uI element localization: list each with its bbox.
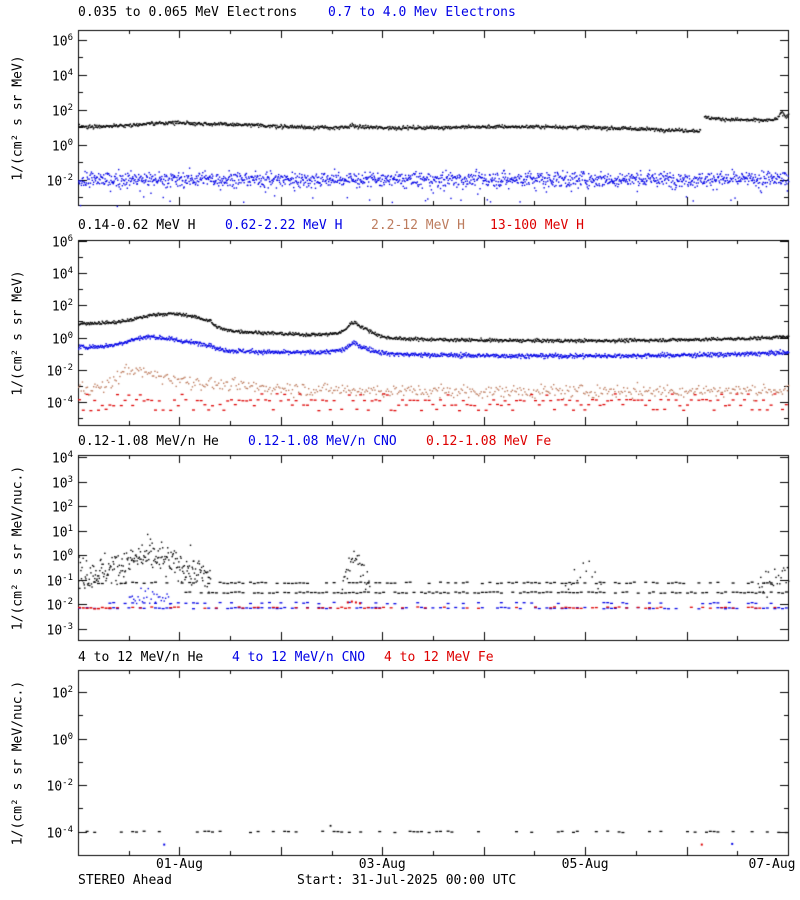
y-tick-label: 10-2 (46, 362, 74, 380)
legend-0-12-1-08-mev-n-he: 0.12-1.08 MeV/n He (78, 434, 219, 449)
legend-0-14-0-62-mev-h: 0.14-0.62 MeV H (78, 218, 196, 233)
y-tick-label: 10-2 (46, 172, 74, 190)
y-tick-label: 104 (51, 449, 73, 467)
y-tick-label: 100 (51, 548, 73, 565)
y-tick-label: 10-2 (46, 597, 74, 614)
legend-0-12-1-08-mev-fe: 0.12-1.08 MeV Fe (426, 434, 552, 449)
legend-0-62-2-22-mev-h: 0.62-2.22 MeV H (225, 218, 343, 233)
legend-0-035-to-0-065-mev-electrons: 0.035 to 0.065 MeV Electrons (78, 5, 298, 20)
y-axis-label: 1/(cm² s sr MeV) (10, 54, 26, 181)
y-tick-label: 102 (51, 499, 73, 516)
y-tick-label: 10-3 (46, 621, 74, 639)
y-tick-label: 10-4 (46, 394, 74, 412)
y-tick-label: 102 (51, 685, 73, 702)
x-tick-label-03-aug: 03-Aug (358, 857, 406, 872)
y-tick-label: 100 (51, 731, 73, 748)
legend-0-12-1-08-mev-n-cno: 0.12-1.08 MeV/n CNO (248, 434, 397, 449)
y-tick-label: 104 (51, 67, 73, 85)
x-tick-label-05-aug: 05-Aug (561, 857, 609, 872)
y-tick-label: 101 (51, 523, 73, 540)
y-tick-label: 104 (51, 266, 73, 283)
y-tick-label: 106 (51, 233, 73, 251)
y-axis-label: 1/(cm² s sr MeV/nuc.) (10, 465, 26, 630)
legend-4-to-12-mev-n-cno: 4 to 12 MeV/n CNO (232, 650, 366, 665)
y-axis-label: 1/(cm² s sr MeV) (10, 269, 26, 396)
y-axis-label: 1/(cm² s sr MeV/nuc.) (10, 680, 26, 845)
y-tick-label: 10-4 (46, 824, 74, 842)
y-tick-label: 103 (51, 474, 73, 491)
legend-2-2-12-mev-h: 2.2-12 MeV H (371, 218, 465, 233)
y-tick-label: 102 (51, 298, 73, 315)
legend-4-to-12-mev-n-he: 4 to 12 MeV/n He (78, 650, 204, 665)
y-tick-label: 100 (51, 330, 73, 347)
y-tick-label: 102 (51, 102, 73, 120)
legend-4-to-12-mev-fe: 4 to 12 MeV Fe (384, 650, 494, 665)
y-tick-label: 10-1 (46, 572, 74, 590)
spacecraft-label: STEREO Ahead (78, 873, 172, 888)
y-tick-label: 100 (51, 137, 73, 155)
y-tick-label: 10-2 (46, 778, 74, 795)
legend-13-100-mev-h: 13-100 MeV H (490, 218, 584, 233)
legend-0-7-to-4-0-mev-electrons: 0.7 to 4.0 Mev Electrons (328, 5, 516, 20)
y-tick-label: 106 (51, 32, 73, 50)
x-tick-label-01-aug: 01-Aug (155, 857, 203, 872)
x-tick-label-07-aug: 07-Aug (748, 857, 796, 872)
start-time-label: Start: 31-Jul-2025 00:00 UTC (297, 873, 517, 888)
